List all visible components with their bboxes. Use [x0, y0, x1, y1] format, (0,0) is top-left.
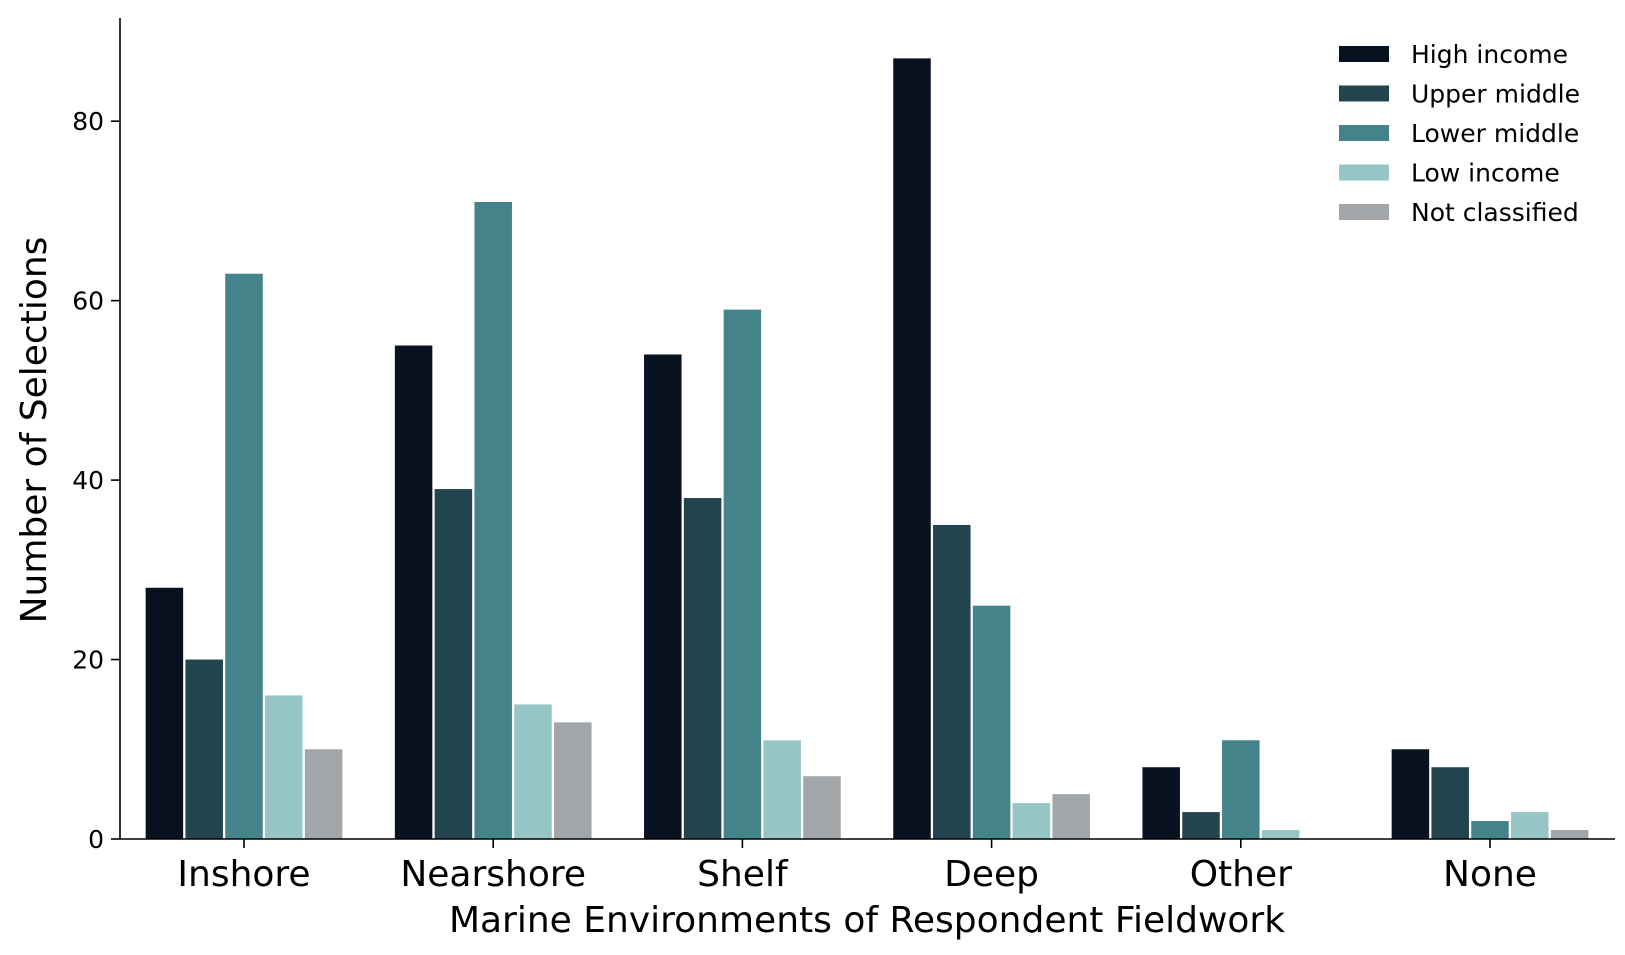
- bar-shelf-high-income: [644, 354, 682, 839]
- bar-shelf-low-income: [763, 740, 801, 839]
- bar-inshore-upper-middle: [185, 659, 223, 839]
- bar-shelf-upper-middle: [683, 498, 722, 839]
- legend-label: Lower middle: [1411, 119, 1579, 148]
- x-tick-label: Other: [1190, 854, 1292, 895]
- y-tick-label: 0: [88, 825, 104, 854]
- y-axis-label: Number of Selections: [14, 237, 55, 624]
- x-tick-label: None: [1443, 854, 1537, 895]
- bar-other-lower-middle: [1222, 740, 1260, 839]
- bar-nearshore-not-classified: [554, 722, 592, 839]
- bar-none-high-income: [1391, 749, 1430, 839]
- bar-inshore-low-income: [265, 695, 303, 839]
- bar-deep-high-income: [893, 58, 931, 839]
- bar-other-high-income: [1142, 767, 1180, 839]
- legend-label: Not classified: [1411, 198, 1579, 227]
- bar-inshore-lower-middle: [225, 273, 263, 840]
- bar-inshore-not-classified: [304, 749, 343, 839]
- x-tick-label: Inshore: [177, 854, 310, 895]
- bar-nearshore-upper-middle: [434, 489, 473, 839]
- bar-none-upper-middle: [1431, 767, 1469, 839]
- y-tick-label: 40: [72, 466, 104, 495]
- bar-deep-upper-middle: [933, 524, 971, 839]
- legend-swatch: [1339, 46, 1389, 62]
- x-tick-label: Deep: [944, 854, 1039, 895]
- legend-label: Upper middle: [1411, 80, 1580, 109]
- legend-label: Low income: [1411, 159, 1560, 188]
- y-tick-label: 20: [72, 646, 104, 675]
- bar-deep-lower-middle: [972, 605, 1011, 839]
- bar-nearshore-lower-middle: [474, 201, 512, 839]
- legend-swatch: [1339, 204, 1389, 220]
- bar-nearshore-high-income: [394, 345, 433, 839]
- bar-other-upper-middle: [1182, 812, 1220, 839]
- x-axis-label: Marine Environments of Respondent Fieldw…: [449, 900, 1285, 941]
- bar-nearshore-low-income: [514, 704, 552, 839]
- bar-deep-low-income: [1012, 803, 1051, 839]
- y-ticks: 0 20 40 60 80: [72, 107, 120, 854]
- bar-shelf-not-classified: [803, 776, 841, 839]
- bar-none-lower-middle: [1471, 821, 1509, 839]
- bar-shelf-lower-middle: [723, 309, 762, 839]
- bar-deep-not-classified: [1052, 794, 1090, 839]
- legend-label: High income: [1411, 40, 1568, 69]
- plot-area: 0 20 40 60 80 Inshore Nearshore Shelf Deep Other…: [72, 18, 1615, 895]
- legend-swatch: [1339, 164, 1389, 181]
- y-tick-label: 80: [72, 107, 104, 136]
- bar-other-low-income: [1261, 830, 1300, 839]
- x-tick-label: Shelf: [697, 854, 789, 895]
- bar-inshore-high-income: [145, 587, 184, 839]
- x-tick-label: Nearshore: [400, 854, 586, 895]
- bar-none-not-classified: [1550, 830, 1589, 839]
- legend: High income Upper middle Lower middle Low i…: [1339, 40, 1580, 227]
- legend-swatch: [1339, 125, 1389, 141]
- y-tick-label: 60: [72, 287, 104, 316]
- legend-swatch: [1339, 85, 1389, 102]
- x-ticks: Inshore Nearshore Shelf Deep Other None: [177, 839, 1537, 895]
- bars: [145, 58, 1589, 840]
- bar-none-low-income: [1511, 812, 1549, 839]
